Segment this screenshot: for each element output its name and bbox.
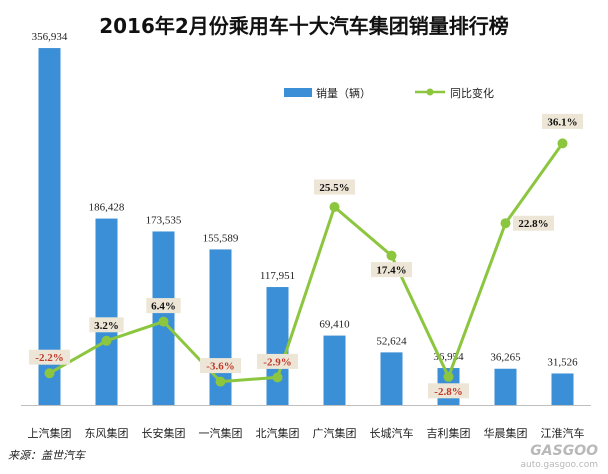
legend-line-marker [426,88,434,96]
yoy-point [44,368,55,379]
yoy-point [386,250,397,261]
legend-bar-label: 销量（辆） [316,86,371,100]
watermark-url: auto.gasgoo.com [520,460,598,470]
bar [494,368,517,405]
yoy-label: 3.2% [94,320,119,332]
bar-value-label: 117,951 [260,270,295,282]
bar-value-label: 356,934 [32,31,68,43]
yoy-point [329,202,340,212]
bar [380,352,403,405]
category-label: 吉利集团 [427,426,471,440]
yoy-point [101,335,112,346]
category-label: 长城汽车 [370,426,414,440]
yoy-label: 36.1% [547,116,577,128]
yoy-label-bg [513,215,554,231]
yoy-label-bg [371,262,412,278]
yoy-label: 22.8% [518,218,548,230]
yoy-label-bg [428,383,469,399]
yoy-label: -2.8% [434,386,462,398]
chart-title: 2016年2月份乘用车十大汽车集团销量排行榜 [99,14,509,38]
category-label: 北汽集团 [256,426,300,440]
category-label: 长安集团 [142,426,186,440]
yoy-label-bg [146,298,181,314]
category-label: 上汽集团 [28,426,72,440]
category-label: 江淮汽车 [541,426,585,440]
yoy-point [500,218,511,229]
bar-value-label: 186,428 [89,202,125,214]
source-note: 来源：盖世汽车 [8,449,85,462]
bar-value-label: 31,526 [547,356,578,368]
bar [95,218,118,405]
yoy-label-bg [542,113,583,129]
category-label: 广汽集团 [313,426,357,440]
bar [551,373,574,405]
bar-value-label: 173,535 [146,214,182,226]
yoy-point [443,371,454,382]
yoy-point [272,372,283,383]
yoy-label-bg [200,358,241,374]
yoy-label-bg [314,179,355,195]
yoy-label: 6.4% [151,301,176,313]
yoy-label: -2.2% [35,352,63,364]
bar-value-label: 155,589 [203,232,239,244]
bar-value-label: 36,265 [490,352,521,364]
yoy-point [557,138,568,149]
category-label: 一汽集团 [199,426,243,440]
legend-line-label: 同比变化 [450,86,494,100]
bar-value-label: 69,410 [319,319,350,331]
watermark-logo: GASGOO [530,443,598,459]
line-series: -2.2% 3.2% 6.4% -3.6% -2.9% 25.5% 17.4% -2.8% 22… [29,113,583,399]
yoy-label: 17.4% [376,265,406,277]
bar [266,287,289,405]
yoy-point [158,316,169,327]
legend-bar-swatch [284,88,312,97]
yoy-label: -3.6% [206,361,234,373]
yoy-label: 25.5% [319,182,349,194]
yoy-point [215,376,226,387]
category-labels: 上汽集团 东风集团 长安集团 一汽集团 北汽集团 广汽集团 长城汽车 吉利集团 华晨集团 江淮汽车 [28,426,585,440]
yoy-label-bg [257,353,298,369]
bar [323,335,346,405]
category-label: 东风集团 [85,426,129,440]
yoy-label-bg [89,317,124,333]
category-label: 华晨集团 [484,426,528,440]
bar-series [38,48,574,405]
legend: 销量（辆） 同比变化 [284,86,494,100]
yoy-label-bg [29,349,70,365]
yoy-label: -2.9% [263,356,291,368]
bar [38,48,61,405]
bar-value-label: 52,624 [376,335,407,347]
yoy-change-line [48,142,564,384]
